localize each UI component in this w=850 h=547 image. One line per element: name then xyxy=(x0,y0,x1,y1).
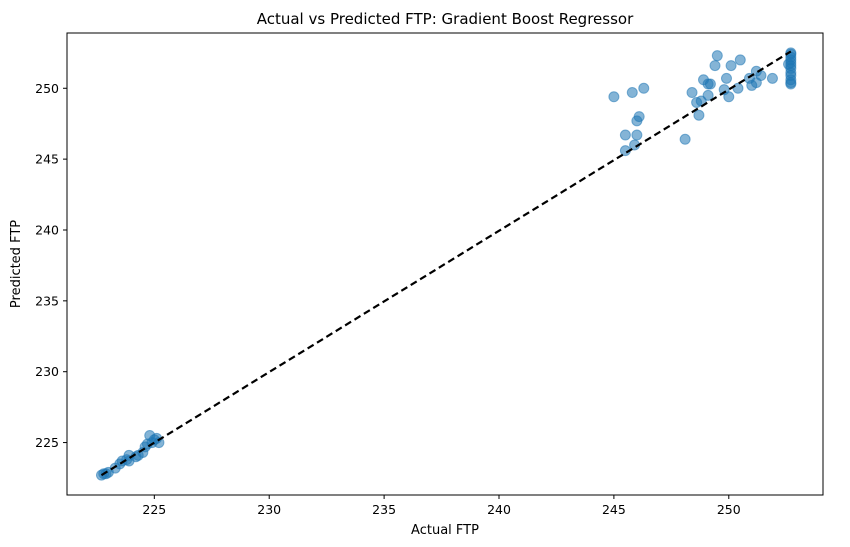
data-points xyxy=(95,47,797,481)
x-axis-label: Actual FTP xyxy=(411,523,479,538)
y-tick-label: 225 xyxy=(35,435,59,450)
data-point xyxy=(785,47,797,59)
data-point xyxy=(709,60,721,72)
x-tick-label: 250 xyxy=(717,502,741,517)
x-axis-ticks: 225 230 235 240 245 250 xyxy=(142,495,741,517)
data-point xyxy=(608,91,620,103)
data-point xyxy=(679,133,691,145)
chart-title: Actual vs Predicted FTP: Gradient Boost … xyxy=(257,10,634,28)
data-point xyxy=(626,87,638,99)
data-point xyxy=(732,82,744,94)
data-point xyxy=(702,89,714,101)
x-tick-label: 225 xyxy=(142,502,166,517)
data-point xyxy=(725,60,737,72)
y-tick-label: 245 xyxy=(35,152,59,167)
y-tick-label: 240 xyxy=(35,222,59,237)
data-point xyxy=(720,72,732,84)
x-tick-label: 235 xyxy=(372,502,396,517)
data-point xyxy=(785,77,797,89)
y-tick-label: 235 xyxy=(35,293,59,308)
data-point xyxy=(723,91,735,103)
data-point xyxy=(755,70,767,82)
y-axis-label: Predicted FTP xyxy=(9,220,24,308)
x-tick-label: 245 xyxy=(602,502,626,517)
data-point xyxy=(704,78,716,90)
data-point xyxy=(638,82,650,94)
y-axis-ticks: 225 230 235 240 245 250 xyxy=(35,81,67,450)
reference-line xyxy=(100,50,792,477)
x-tick-label: 230 xyxy=(257,502,281,517)
data-point xyxy=(633,111,645,123)
data-point xyxy=(766,72,778,84)
y-tick-label: 230 xyxy=(35,364,59,379)
plot-frame xyxy=(66,32,824,496)
data-point xyxy=(734,54,746,66)
data-point xyxy=(619,129,631,141)
data-point xyxy=(631,129,643,141)
data-point xyxy=(783,58,795,70)
y-tick-label: 250 xyxy=(35,81,59,96)
data-point xyxy=(693,109,705,121)
plot-area xyxy=(66,32,824,496)
data-point xyxy=(711,50,723,62)
x-tick-label: 240 xyxy=(487,502,511,517)
data-point xyxy=(686,87,698,99)
